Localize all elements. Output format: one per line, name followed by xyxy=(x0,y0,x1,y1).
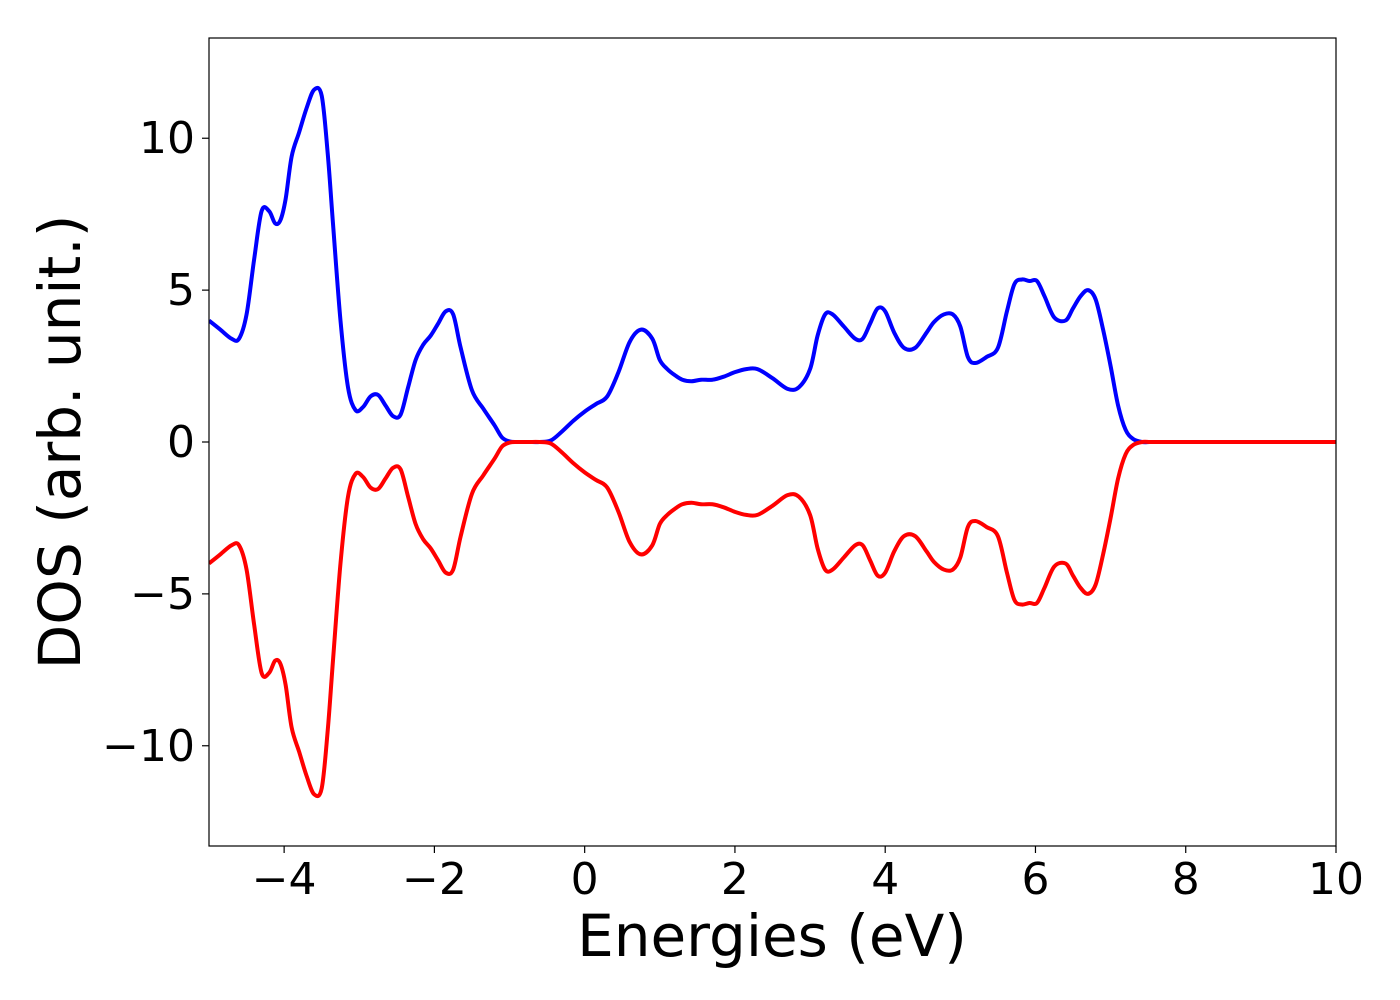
y-tick-label: 0 xyxy=(167,417,195,468)
x-tick-label: 6 xyxy=(1021,854,1049,905)
x-tick-label: 10 xyxy=(1308,854,1364,905)
y-tick-label: 5 xyxy=(167,265,195,316)
x-tick-label: 0 xyxy=(571,854,599,905)
y-axis: 10 5 0 −5 −10 xyxy=(102,113,209,772)
series-layer xyxy=(209,85,1336,799)
series-line-1 xyxy=(209,85,1336,445)
x-tick-label: 4 xyxy=(871,854,899,905)
y-tick-label: −10 xyxy=(102,721,195,772)
series-line-2 xyxy=(209,439,1336,799)
x-axis: −4 −2 0 2 4 6 8 10 xyxy=(252,846,1364,905)
y-axis-title: DOS (arb. unit.) xyxy=(26,215,94,670)
x-tick-label: 8 xyxy=(1172,854,1200,905)
x-axis-title: Energies (eV) xyxy=(577,902,967,970)
x-tick-label: −2 xyxy=(402,854,467,905)
x-tick-label: 2 xyxy=(721,854,749,905)
y-tick-label: 10 xyxy=(139,113,195,164)
x-tick-label: −4 xyxy=(252,854,317,905)
y-tick-label: −5 xyxy=(130,569,195,620)
